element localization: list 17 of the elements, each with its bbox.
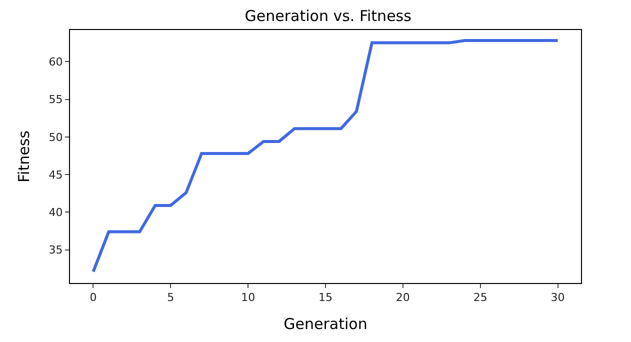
y-axis-title: Fitness — [15, 130, 34, 182]
y-tick-label: 40 — [48, 206, 63, 220]
y-tick-label: 50 — [48, 130, 63, 144]
x-tick-label: 10 — [241, 291, 256, 304]
line-series — [92, 39, 560, 274]
y-tick-label: 60 — [48, 55, 63, 68]
x-tick-label: 5 — [167, 291, 174, 304]
x-axis-title: Generation — [284, 315, 368, 334]
x-tick-label: 20 — [396, 291, 410, 304]
x-tick-label: 25 — [473, 291, 488, 304]
y-tick-label: 45 — [48, 168, 63, 182]
y-tick-label: 55 — [48, 93, 63, 106]
x-tick-label: 0 — [90, 291, 97, 304]
x-tick-label: 15 — [318, 291, 332, 304]
x-tick-label: 30 — [550, 291, 565, 304]
y-tick-label: 35 — [48, 244, 63, 257]
chart-title: Generation vs. Fitness — [244, 6, 412, 25]
